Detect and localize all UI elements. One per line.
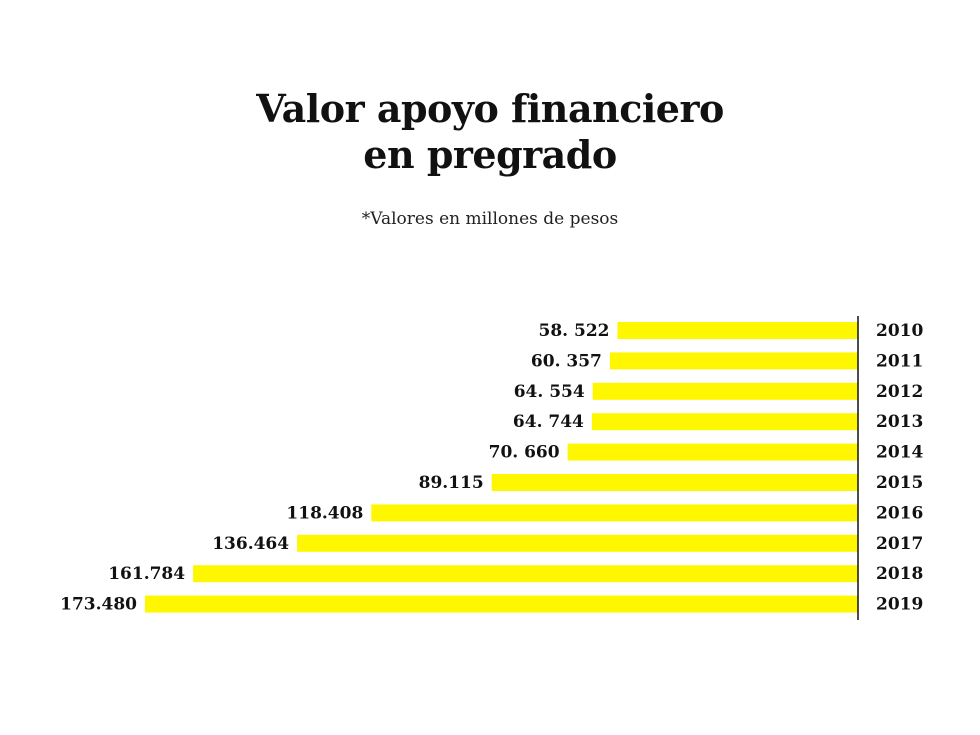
value-label-2014: 70. 660 — [489, 443, 560, 463]
labels-layer: 58. 522 2010 60. 357 2011 64. 554 2012 64. 744… — [60, 321, 923, 615]
category-label-2014: 2014 — [876, 443, 923, 463]
category-label-2013: 2013 — [876, 412, 923, 432]
bar-2014 — [567, 443, 858, 461]
bars-layer — [145, 322, 859, 613]
chart-title-line-1: Valor apoyo financiero — [256, 86, 724, 131]
bar-2017 — [297, 534, 859, 552]
bar-2019 — [145, 595, 858, 613]
value-label-2019: 173.480 — [60, 595, 137, 615]
category-label-2011: 2011 — [876, 351, 923, 371]
chart-subtitle: *Valores en millones de pesos — [361, 209, 619, 229]
bar-2013 — [591, 413, 858, 431]
value-label-2011: 60. 357 — [531, 351, 602, 371]
category-label-2019: 2019 — [876, 595, 923, 615]
category-label-2010: 2010 — [876, 321, 923, 341]
category-label-2012: 2012 — [876, 382, 923, 402]
value-label-2015: 89.115 — [419, 473, 484, 493]
value-label-2010: 58. 522 — [539, 321, 610, 341]
chart-title: Valor apoyo financiero en pregrado — [0, 86, 980, 178]
chart-title-line-2: en pregrado — [363, 132, 617, 177]
value-label-2016: 118.408 — [286, 503, 363, 523]
bar-2011 — [609, 352, 858, 370]
value-label-2018: 161.784 — [108, 564, 185, 584]
value-label-2017: 136.464 — [212, 534, 289, 554]
category-label-2015: 2015 — [876, 473, 923, 493]
bar-2012 — [592, 382, 858, 400]
value-label-2013: 64. 744 — [513, 412, 584, 432]
category-label-2018: 2018 — [876, 564, 923, 584]
category-label-2016: 2016 — [876, 503, 923, 523]
value-label-2012: 64. 554 — [514, 382, 585, 402]
bar-2016 — [371, 504, 858, 522]
bar-2015 — [491, 474, 858, 491]
bar-2010 — [617, 322, 858, 339]
category-label-2017: 2017 — [876, 534, 923, 554]
bar-2018 — [193, 565, 859, 583]
